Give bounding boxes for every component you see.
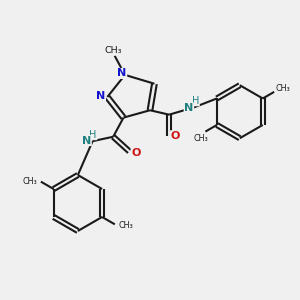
- Text: H: H: [192, 96, 199, 106]
- Text: CH₃: CH₃: [194, 134, 208, 142]
- Text: H: H: [89, 130, 97, 140]
- Text: N: N: [117, 68, 127, 78]
- Text: N: N: [184, 103, 194, 113]
- Text: O: O: [170, 131, 180, 141]
- Text: CH₃: CH₃: [22, 177, 37, 186]
- Text: CH₃: CH₃: [118, 221, 134, 230]
- Text: N: N: [82, 136, 91, 146]
- Text: N: N: [96, 91, 106, 100]
- Text: O: O: [131, 148, 141, 158]
- Text: CH₃: CH₃: [104, 46, 122, 55]
- Text: CH₃: CH₃: [275, 84, 290, 93]
